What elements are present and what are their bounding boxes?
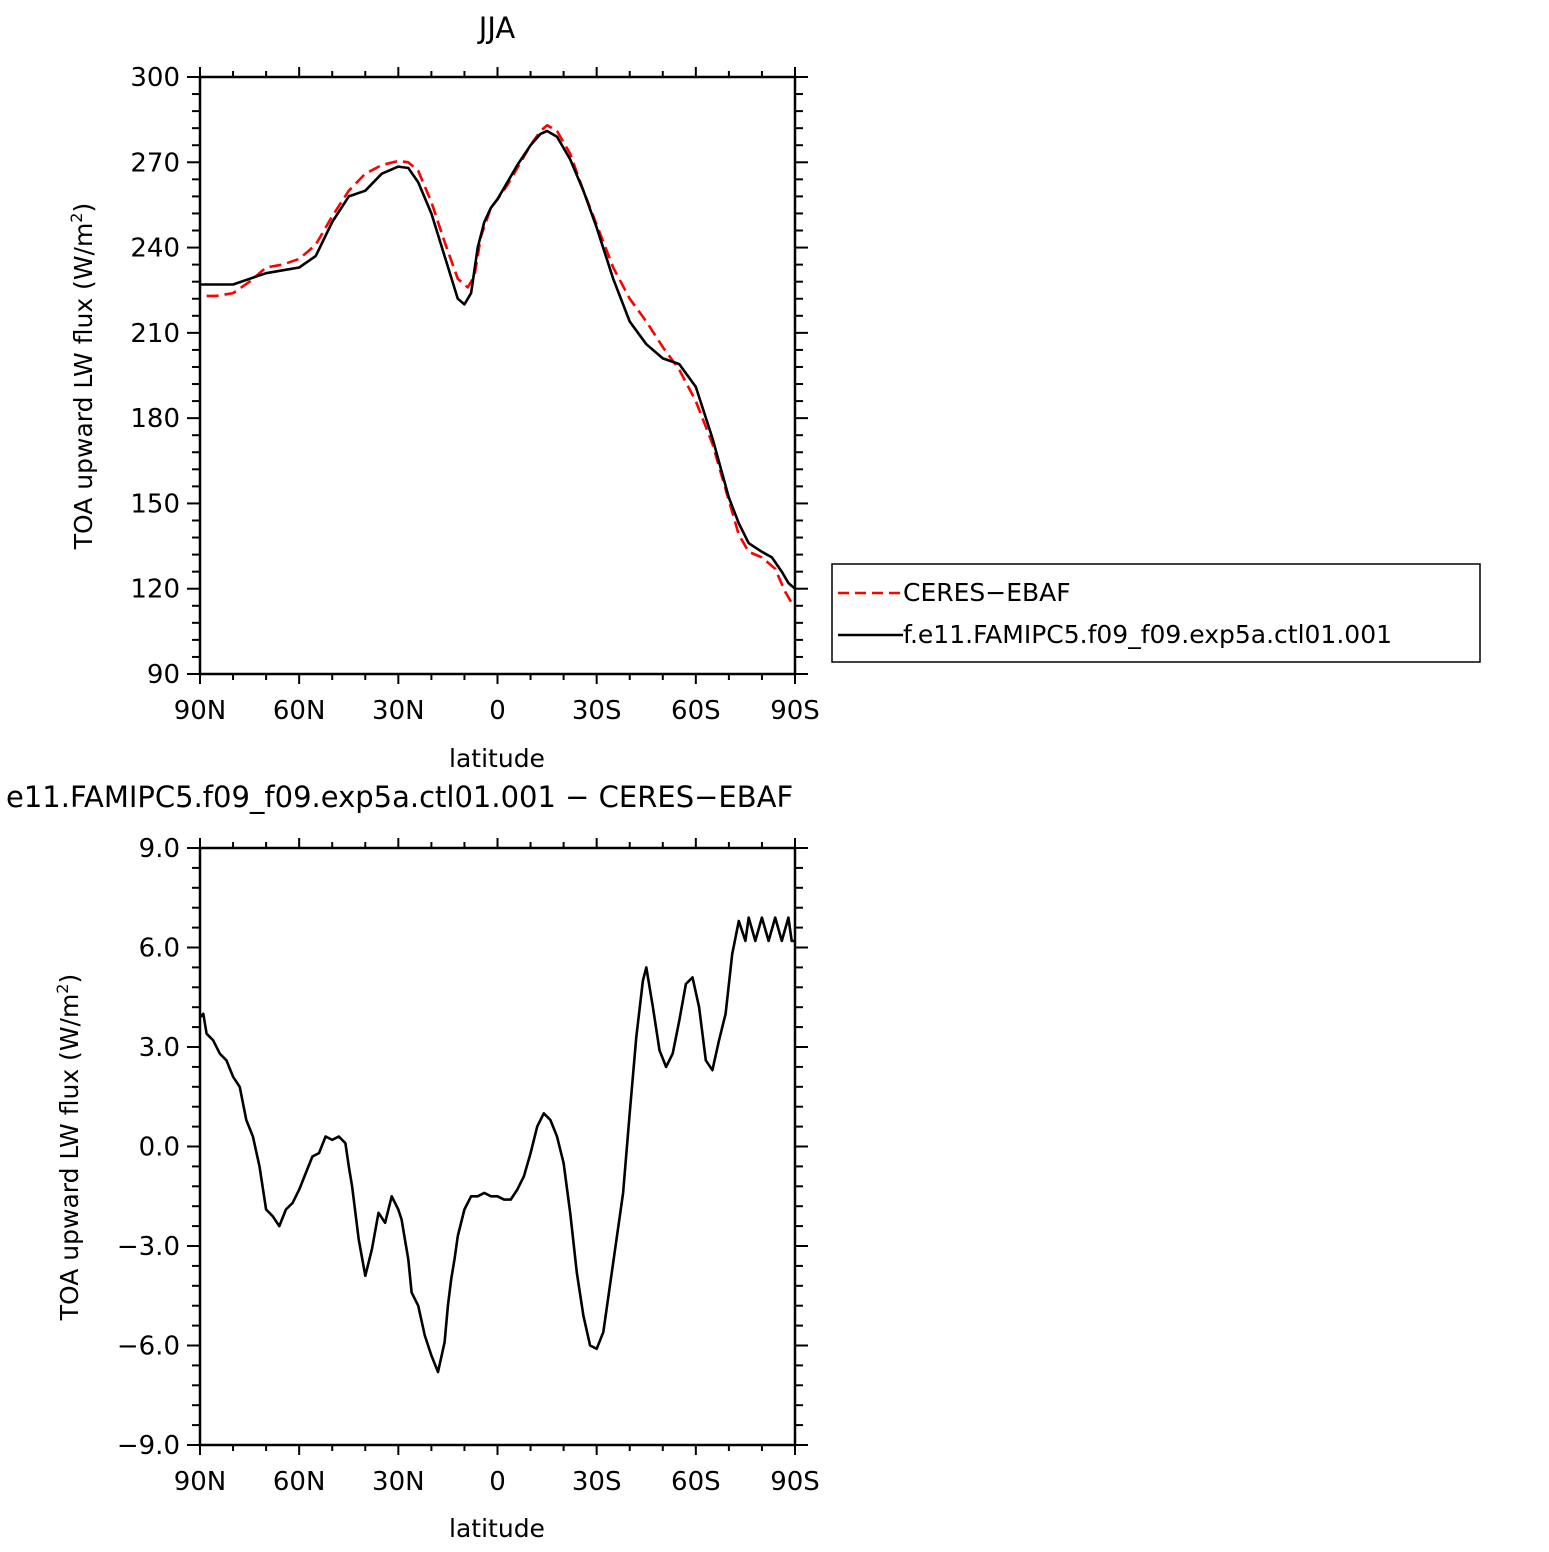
y-tick-label: 270 [130, 148, 180, 178]
x-tick-label: 90N [174, 696, 227, 726]
y-tick-label: 6.0 [139, 934, 180, 964]
bottom-chart-series [199, 916, 795, 1374]
top-x-axis-title: latitude [449, 744, 545, 773]
bottom-chart-title: e11.FAMIPC5.f09_f09.exp5a.ctl01.001 − CE… [6, 780, 793, 814]
bottom-chart-frame [198, 846, 797, 1447]
bottom-series-line-0 [199, 916, 795, 1374]
bottom-y-axis-title: TOA upward LW flux (W/m2) [53, 974, 84, 1322]
bottom-y-axis-title-close: ) [55, 974, 84, 984]
legend: CERES−EBAF f.e11.FAMIPC5.f09_f09.exp5a.c… [831, 563, 1481, 663]
x-tick-label: 60S [671, 1467, 721, 1497]
x-tick-label: 30S [572, 696, 622, 726]
y-tick-label: 3.0 [139, 1033, 180, 1063]
y-tick-label: 150 [130, 489, 180, 519]
bottom-chart-ticks: 90N 60N 30N 0 30S 60S 90S −9.0 −6.0 −3.0 0.0 3.0 6.0… [117, 834, 820, 1497]
legend-label-model: f.e11.FAMIPC5.f09_f09.exp5a.ctl01.001 [903, 620, 1392, 649]
top-chart-title: JJA [477, 11, 516, 45]
x-tick-label: 0 [489, 1467, 506, 1497]
x-tick-label: 60S [671, 696, 721, 726]
x-tick-label: 30S [572, 1467, 622, 1497]
x-tick-label: 90S [770, 1467, 820, 1497]
legend-box [831, 563, 1481, 663]
top-y-axis-title: TOA upward LW flux (W/m2) [67, 203, 98, 551]
top-y-axis-title-main: TOA upward LW flux (W/m [69, 223, 98, 551]
top-chart-series [200, 124, 796, 604]
x-tick-label: 30N [372, 696, 425, 726]
x-tick-label: 90S [770, 696, 820, 726]
y-tick-label: −9.0 [117, 1431, 180, 1461]
y-tick-label: 240 [130, 234, 180, 264]
bottom-chart-panel: e11.FAMIPC5.f09_f09.exp5a.ctl01.001 − CE… [6, 780, 820, 1543]
top-series-line-0 [206, 124, 793, 604]
top-chart-panel: JJA 90N 60N 30N 0 30S 60S 90S 90 120 150 180 210 240… [67, 11, 820, 773]
x-tick-label: 60N [273, 1467, 326, 1497]
y-tick-label: 180 [130, 404, 180, 434]
bottom-y-axis-title-main: TOA upward LW flux (W/m [55, 994, 84, 1322]
x-tick-label: 90N [174, 1467, 227, 1497]
y-tick-label: 120 [130, 575, 180, 605]
y-tick-label: 9.0 [139, 834, 180, 864]
legend-label-ceres: CERES−EBAF [903, 578, 1071, 607]
bottom-x-axis-title: latitude [449, 1514, 545, 1543]
x-tick-label: 30N [372, 1467, 425, 1497]
top-chart-ticks: 90N 60N 30N 0 30S 60S 90S 90 120 150 180 210 240 270 3… [130, 63, 819, 726]
x-tick-label: 0 [489, 696, 506, 726]
top-y-axis-title-close: ) [69, 203, 98, 213]
x-tick-label: 60N [273, 696, 326, 726]
y-tick-label: −3.0 [117, 1232, 180, 1262]
top-chart-frame [198, 75, 797, 676]
top-y-axis-title-sup: 2 [67, 213, 86, 223]
y-tick-label: 210 [130, 319, 180, 349]
y-tick-label: 90 [147, 660, 180, 690]
top-series-line-1 [200, 129, 796, 590]
y-tick-label: −6.0 [117, 1332, 180, 1362]
y-tick-label: 300 [130, 63, 180, 93]
bottom-y-axis-title-sup: 2 [53, 984, 72, 994]
y-tick-label: 0.0 [139, 1133, 180, 1163]
